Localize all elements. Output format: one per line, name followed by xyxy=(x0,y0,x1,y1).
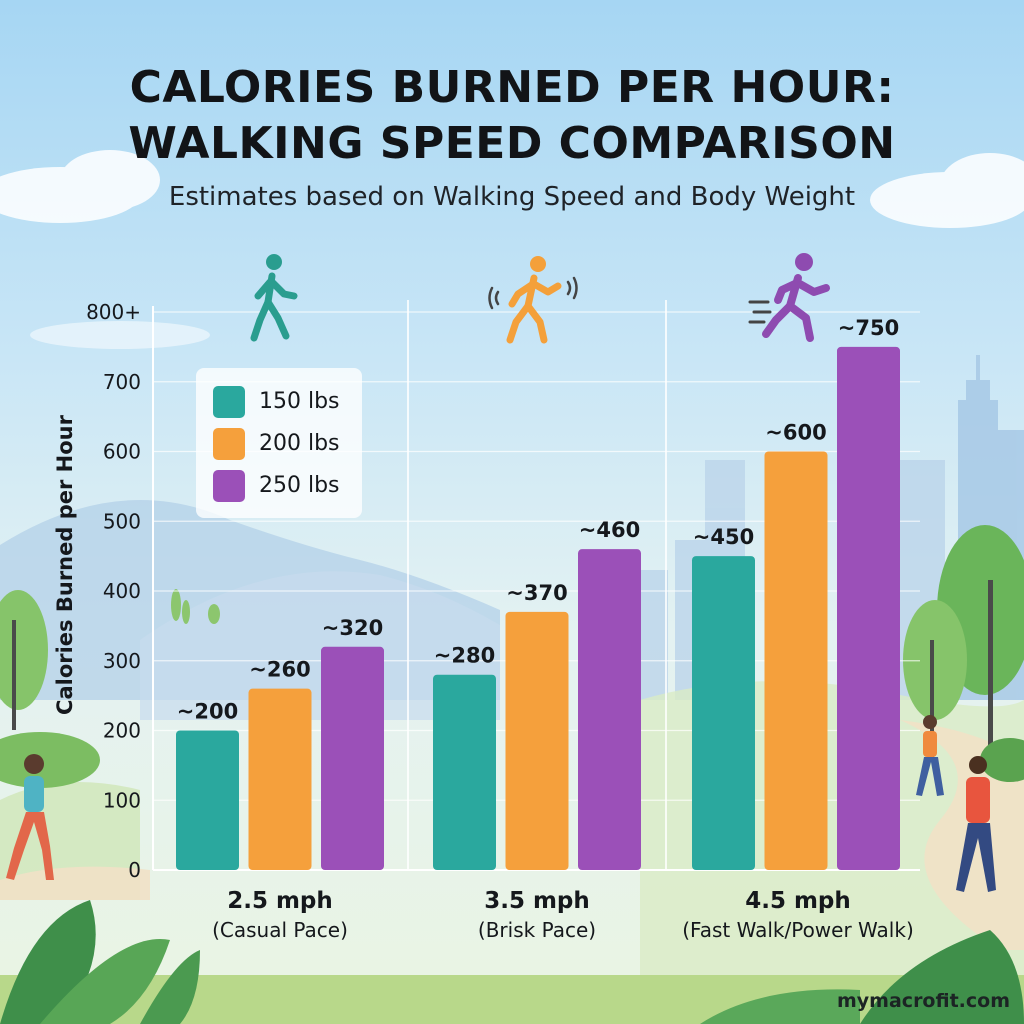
walker-woman xyxy=(6,754,54,880)
y-tick-label: 200 xyxy=(103,719,141,743)
bars xyxy=(176,346,900,870)
x-category-note-2: (Brisk Pace) xyxy=(477,918,597,942)
data-label: ~450 xyxy=(693,525,754,549)
x-category-label-3: 4.5 mph (Fast Walk/Power Walk) xyxy=(648,888,948,942)
y-tick-label: 800+ xyxy=(86,300,141,324)
foreground-foliage xyxy=(0,900,1024,1024)
bar-250lbs-cat1 xyxy=(321,646,384,870)
y-tick-label: 0 xyxy=(128,858,141,882)
walker-man xyxy=(956,756,996,892)
legend-label-150lbs: 150 lbs xyxy=(259,389,340,414)
y-tick-label: 100 xyxy=(103,788,141,812)
brisk-walking-person-icon xyxy=(488,256,578,344)
bar-250lbs-cat2 xyxy=(578,549,641,870)
y-tick-label: 600 xyxy=(103,440,141,464)
data-label: ~750 xyxy=(838,316,899,340)
data-label: ~200 xyxy=(177,700,238,724)
bar-150lbs-cat1 xyxy=(176,730,239,870)
x-category-note-3: (Fast Walk/Power Walk) xyxy=(682,918,914,942)
data-label: ~460 xyxy=(579,518,640,542)
trees-left xyxy=(0,589,220,788)
power-walking-person-icon xyxy=(748,253,830,342)
y-tick-labels: 0 100 200 300 400 500 600 700 800+ xyxy=(86,300,141,882)
legend-label-200lbs: 200 lbs xyxy=(259,431,340,456)
legend: 150 lbs 200 lbs 250 lbs xyxy=(196,368,362,518)
data-label: ~260 xyxy=(249,658,310,682)
chart-title-line-1: CALORIES BURNED PER HOUR: xyxy=(129,62,895,113)
legend-swatch-150lbs xyxy=(213,386,245,418)
bar-200lbs-cat1 xyxy=(248,688,312,870)
x-category-name-3: 4.5 mph xyxy=(745,888,851,914)
left-path xyxy=(0,866,150,900)
near-hills xyxy=(140,571,500,720)
bar-150lbs-cat2 xyxy=(433,674,496,870)
data-labels: ~200 ~280 ~450 ~260 ~370 ~600 ~320 ~460 ~750 xyxy=(177,316,899,724)
legend-swatch-250lbs xyxy=(213,470,245,502)
x-category-label-2: 3.5 mph (Brisk Pace) xyxy=(387,888,687,942)
data-label: ~370 xyxy=(506,581,567,605)
bar-200lbs-cat2 xyxy=(505,611,569,870)
chart-subtitle: Estimates based on Walking Speed and Bod… xyxy=(168,182,856,212)
data-label: ~320 xyxy=(322,616,383,640)
bar-250lbs-cat3 xyxy=(837,346,900,870)
y-tick-label: 300 xyxy=(103,649,141,673)
x-category-name-2: 3.5 mph xyxy=(484,888,590,914)
y-axis-label: Calories Burned per Hour xyxy=(53,414,77,715)
y-tick-label: 700 xyxy=(103,370,141,394)
bar-150lbs-cat3 xyxy=(692,556,755,870)
trees-right xyxy=(903,525,1024,782)
y-tick-label: 500 xyxy=(103,509,141,533)
legend-swatch-200lbs xyxy=(213,428,245,460)
clouds xyxy=(0,150,1024,349)
chart-title-line-2: WALKING SPEED COMPARISON xyxy=(128,118,896,169)
bar-200lbs-cat3 xyxy=(764,451,828,870)
walker-child xyxy=(916,715,944,796)
y-tick-label: 400 xyxy=(103,579,141,603)
x-category-name-1: 2.5 mph xyxy=(227,888,333,914)
site-watermark: mymacrofit.com xyxy=(837,990,1010,1012)
x-category-note-1: (Casual Pace) xyxy=(212,918,348,942)
category-dividers xyxy=(407,300,667,870)
data-label: ~280 xyxy=(434,644,495,668)
x-category-label-1: 2.5 mph (Casual Pace) xyxy=(130,888,430,942)
legend-label-250lbs: 250 lbs xyxy=(259,473,340,498)
data-label: ~600 xyxy=(765,421,826,445)
walking-person-icon xyxy=(250,254,298,342)
